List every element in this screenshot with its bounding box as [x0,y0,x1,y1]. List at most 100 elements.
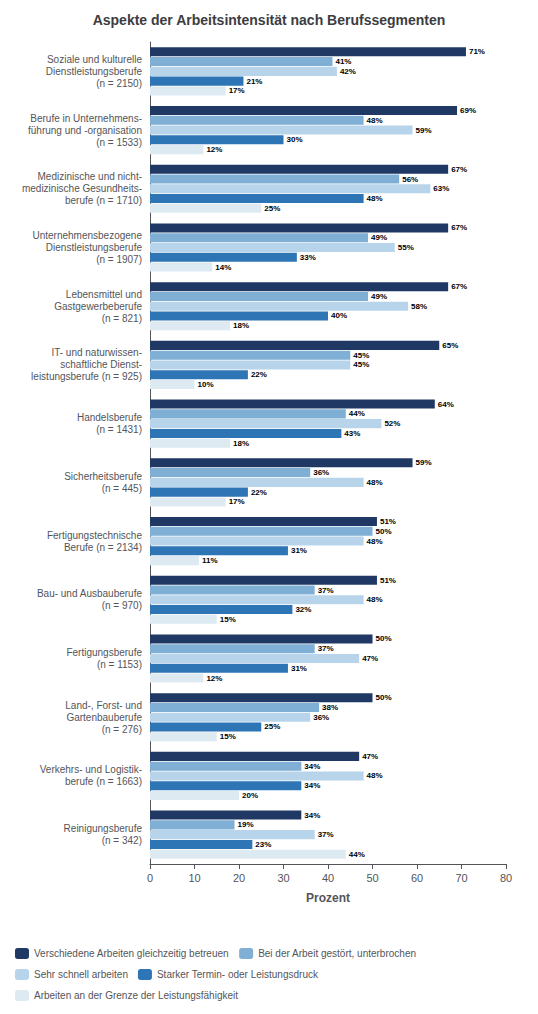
svg-text:48%: 48% [367,771,383,780]
svg-text:58%: 58% [411,302,427,311]
svg-text:67%: 67% [451,282,467,291]
svg-text:25%: 25% [264,722,280,731]
svg-text:47%: 47% [362,752,378,761]
svg-text:22%: 22% [251,488,267,497]
svg-text:49%: 49% [371,292,387,301]
svg-text:38%: 38% [322,703,338,712]
svg-text:50%: 50% [376,634,392,643]
svg-text:36%: 36% [313,468,329,477]
svg-text:leistungsberufe (n = 925): leistungsberufe (n = 925) [31,371,142,382]
svg-text:37%: 37% [318,830,334,839]
svg-text:Berufe (n = 2134): Berufe (n = 2134) [64,542,142,553]
svg-text:55%: 55% [398,243,414,252]
svg-text:49%: 49% [371,233,387,242]
svg-text:48%: 48% [367,595,383,604]
svg-text:Dienstleistungsberufe: Dienstleistungsberufe [46,242,143,253]
svg-text:30: 30 [277,872,289,884]
svg-text:44%: 44% [349,850,365,859]
svg-text:31%: 31% [291,664,307,673]
svg-text:23%: 23% [255,840,271,849]
svg-text:37%: 37% [318,644,334,653]
svg-text:51%: 51% [380,576,396,585]
svg-text:Arbeiten an der Grenze der Lei: Arbeiten an der Grenze der Leistungsfähi… [34,990,238,1001]
svg-text:37%: 37% [318,586,334,595]
svg-text:Gartenbauberufe: Gartenbauberufe [66,712,142,723]
svg-text:Prozent: Prozent [306,891,350,905]
svg-text:(n = 445): (n = 445) [102,483,142,494]
svg-text:Berufe in Unternehmens-: Berufe in Unternehmens- [30,113,142,124]
svg-text:20%: 20% [242,791,258,800]
svg-text:71%: 71% [469,47,485,56]
svg-text:36%: 36% [313,713,329,722]
svg-text:0: 0 [147,872,153,884]
svg-text:Fertigungsberufe: Fertigungsberufe [66,647,142,658]
svg-text:43%: 43% [344,429,360,438]
svg-text:31%: 31% [291,546,307,555]
svg-text:60: 60 [411,872,423,884]
svg-text:67%: 67% [451,223,467,232]
svg-text:18%: 18% [233,321,249,330]
svg-text:Gastgewerbeberufe: Gastgewerbeberufe [54,301,142,312]
svg-text:11%: 11% [202,556,218,565]
svg-text:70: 70 [455,872,467,884]
svg-text:(n = 1907): (n = 1907) [96,254,142,265]
svg-text:(n = 821): (n = 821) [102,313,142,324]
svg-text:(n = 2150): (n = 2150) [96,78,142,89]
svg-text:48%: 48% [367,478,383,487]
svg-text:(n = 276): (n = 276) [102,724,142,735]
svg-text:56%: 56% [402,175,418,184]
svg-text:21%: 21% [246,77,262,86]
svg-text:20: 20 [233,872,245,884]
svg-text:(n = 1533): (n = 1533) [96,137,142,148]
svg-text:berufe (n = 1663): berufe (n = 1663) [65,776,142,787]
svg-text:(n = 970): (n = 970) [102,600,142,611]
svg-text:Reinigungsberufe: Reinigungsberufe [64,823,143,834]
svg-text:(n = 1153): (n = 1153) [97,659,142,670]
svg-text:25%: 25% [264,204,280,213]
svg-text:Sicherheitsberufe: Sicherheitsberufe [64,471,142,482]
svg-text:50%: 50% [376,693,392,702]
svg-text:80: 80 [500,872,512,884]
svg-text:15%: 15% [220,732,236,741]
svg-text:67%: 67% [451,165,467,174]
svg-text:59%: 59% [416,458,432,467]
svg-text:Handelsberufe: Handelsberufe [77,412,142,423]
svg-text:berufe (n = 1710): berufe (n = 1710) [65,195,142,206]
svg-text:Bau- und Ausbauberufe: Bau- und Ausbauberufe [37,588,143,599]
svg-text:Bei der Arbeit gestört, unterb: Bei der Arbeit gestört, unterbrochen [258,948,416,959]
svg-text:40%: 40% [331,311,347,320]
svg-text:48%: 48% [367,537,383,546]
svg-text:10: 10 [188,872,200,884]
svg-text:34%: 34% [304,811,320,820]
svg-text:34%: 34% [304,781,320,790]
svg-text:63%: 63% [433,184,449,193]
svg-text:48%: 48% [367,194,383,203]
svg-text:44%: 44% [349,409,365,418]
svg-text:Verschiedene Arbeiten gleichze: Verschiedene Arbeiten gleichzeitig betre… [34,948,229,959]
svg-text:65%: 65% [442,341,458,350]
svg-text:33%: 33% [300,253,316,262]
svg-text:15%: 15% [220,615,236,624]
svg-text:12%: 12% [206,674,222,683]
svg-text:Starker Termin- oder Leistungs: Starker Termin- oder Leistungsdruck [157,969,319,980]
svg-text:Fertigungstechnische: Fertigungstechnische [47,530,142,541]
svg-text:medizinische Gesundheits-: medizinische Gesundheits- [22,183,142,194]
svg-text:Sehr schnell arbeiten: Sehr schnell arbeiten [34,969,128,980]
svg-text:32%: 32% [295,605,311,614]
svg-text:22%: 22% [251,370,267,379]
svg-text:IT- und naturwissen-: IT- und naturwissen- [51,347,142,358]
svg-text:Lebensmittel und: Lebensmittel und [66,289,142,300]
svg-text:Verkehrs- und Logistik-: Verkehrs- und Logistik- [40,764,142,775]
svg-text:Aspekte der Arbeitsintensität: Aspekte der Arbeitsintensität nach Beruf… [93,12,446,28]
svg-text:14%: 14% [215,263,231,272]
svg-text:48%: 48% [367,116,383,125]
svg-text:45%: 45% [353,351,369,360]
svg-text:34%: 34% [304,762,320,771]
svg-text:17%: 17% [229,497,245,506]
svg-text:Soziale und kulturelle: Soziale und kulturelle [47,54,142,65]
svg-text:45%: 45% [353,360,369,369]
svg-text:18%: 18% [233,439,249,448]
svg-text:19%: 19% [238,820,254,829]
svg-text:Dienstleistungsberufe: Dienstleistungsberufe [46,66,143,77]
svg-text:Unternehmensbezogene: Unternehmensbezogene [32,230,142,241]
